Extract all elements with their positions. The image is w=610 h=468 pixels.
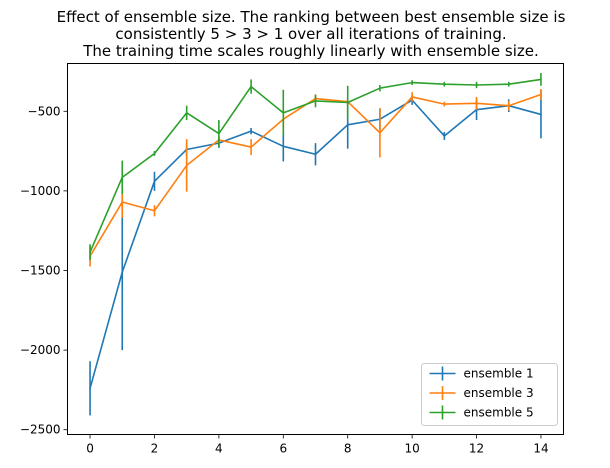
data-point: [218, 132, 220, 135]
chart-title-line-2: consistently 5 > 3 > 1 over all iteratio…: [115, 25, 506, 43]
data-point: [89, 387, 91, 390]
x-tick-label: 2: [151, 442, 159, 456]
legend-box: [421, 363, 558, 426]
data-point: [153, 180, 156, 183]
y-tick-label: −2000: [20, 343, 61, 357]
data-point: [540, 93, 542, 96]
data-point: [89, 251, 91, 253]
legend-label-ensemble-1: ensemble 1: [464, 367, 534, 381]
data-point: [475, 102, 478, 105]
data-point: [507, 83, 510, 85]
x-axis: 0 2 4 6 8 10 12 14: [86, 434, 549, 456]
y-tick-label: −1000: [20, 184, 61, 198]
data-point: [250, 146, 252, 148]
x-tick-label: 0: [86, 442, 94, 456]
data-point: [379, 87, 381, 89]
data-point: [314, 100, 317, 102]
data-point: [121, 201, 124, 203]
data-point: [121, 176, 124, 179]
data-point: [250, 130, 252, 132]
series-ensemble-5: [89, 73, 542, 261]
legend-label-ensemble-3: ensemble 3: [464, 386, 534, 400]
x-tick-label: 14: [533, 442, 548, 456]
x-tick-label: 8: [344, 442, 352, 456]
x-tick-label: 10: [404, 442, 419, 456]
data-point: [443, 103, 446, 105]
data-point: [153, 152, 156, 155]
data-point: [121, 271, 124, 273]
chart-title-line-3: The training time scales roughly linearl…: [82, 42, 539, 60]
chart-title: Effect of ensemble size. The ranking bet…: [57, 8, 566, 60]
data-point: [282, 145, 285, 148]
data-point: [282, 112, 285, 114]
data-point: [443, 135, 446, 137]
legend-label-ensemble-5: ensemble 5: [464, 406, 534, 420]
x-tick-label: 12: [469, 442, 484, 456]
plot-frame: [67, 63, 564, 435]
series-layer: [89, 73, 542, 416]
data-point: [346, 124, 349, 126]
data-point: [314, 153, 317, 156]
chart-title-line-1: Effect of ensemble size. The ranking bet…: [57, 8, 566, 26]
data-point: [540, 113, 542, 116]
data-point: [250, 85, 252, 88]
data-point: [185, 164, 188, 167]
y-tick-label: −2500: [20, 423, 61, 437]
data-point: [153, 209, 156, 212]
data-point: [475, 84, 478, 86]
y-axis: −2500 −2000 −1500 −1000 −500: [20, 104, 68, 437]
data-point: [411, 96, 413, 98]
data-point: [379, 131, 381, 134]
y-tick-label: −500: [28, 104, 61, 118]
data-point: [507, 104, 510, 107]
x-tick-label: 4: [215, 442, 223, 456]
data-point: [185, 112, 188, 114]
data-point: [540, 78, 542, 81]
legend: ensemble 1 ensemble 3 ensemble 5: [421, 363, 558, 426]
data-point: [443, 83, 446, 85]
y-tick-label: −1500: [20, 263, 61, 277]
x-tick-label: 6: [279, 442, 287, 456]
data-point: [411, 81, 413, 84]
data-point: [346, 101, 349, 104]
